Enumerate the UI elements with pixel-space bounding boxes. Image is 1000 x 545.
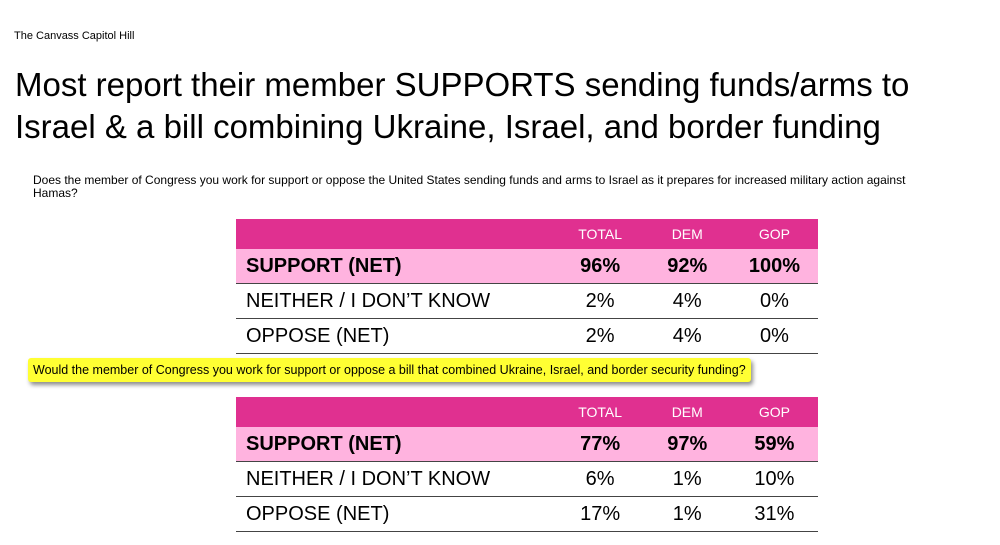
cell-gop: 10% xyxy=(730,461,818,497)
results-table-1: TOTAL DEM GOP SUPPORT (NET) 96% 92% 100%… xyxy=(236,219,818,354)
row-label: NEITHER / I DON’T KNOW xyxy=(236,283,557,319)
results-table-2: TOTAL DEM GOP SUPPORT (NET) 77% 97% 59% … xyxy=(236,397,818,532)
cell-dem: 97% xyxy=(643,427,731,462)
column-header-total: TOTAL xyxy=(556,219,644,249)
row-label: NEITHER / I DON’T KNOW xyxy=(236,461,557,497)
cell-dem: 1% xyxy=(643,461,731,497)
row-label: OPPOSE (NET) xyxy=(236,318,557,354)
cell-gop: 59% xyxy=(730,427,818,462)
table-row-neither: NEITHER / I DON’T KNOW 6% 1% 10% xyxy=(236,461,818,497)
table-header-row: TOTAL DEM GOP xyxy=(236,219,818,249)
table-row-support: SUPPORT (NET) 77% 97% 59% xyxy=(236,427,818,462)
column-header-dem: DEM xyxy=(643,397,731,427)
table-row-neither: NEITHER / I DON’T KNOW 2% 4% 0% xyxy=(236,283,818,319)
cell-dem: 92% xyxy=(643,249,731,284)
question-1: Does the member of Congress you work for… xyxy=(33,173,906,200)
column-header-gop: GOP xyxy=(730,219,818,249)
table-header-row: TOTAL DEM GOP xyxy=(236,397,818,427)
row-label: OPPOSE (NET) xyxy=(236,496,557,532)
cell-total: 6% xyxy=(556,461,644,497)
column-header-total: TOTAL xyxy=(556,397,644,427)
cell-total: 17% xyxy=(556,496,644,532)
brand-label: The Canvass Capitol Hill xyxy=(14,30,135,42)
cell-dem: 4% xyxy=(643,318,731,354)
cell-dem: 4% xyxy=(643,283,731,319)
cell-total: 2% xyxy=(556,283,644,319)
page-title: Most report their member SUPPORTS sendin… xyxy=(15,66,910,145)
header-blank xyxy=(236,219,557,249)
cell-gop: 0% xyxy=(730,283,818,319)
cell-gop: 0% xyxy=(730,318,818,354)
cell-total: 77% xyxy=(556,427,644,462)
row-label: SUPPORT (NET) xyxy=(236,427,557,462)
cell-total: 96% xyxy=(556,249,644,284)
table-row-support: SUPPORT (NET) 96% 92% 100% xyxy=(236,249,818,284)
cell-gop: 100% xyxy=(730,249,818,284)
column-header-dem: DEM xyxy=(643,219,731,249)
column-header-gop: GOP xyxy=(730,397,818,427)
cell-total: 2% xyxy=(556,318,644,354)
question-2: Would the member of Congress you work fo… xyxy=(28,358,751,382)
row-label: SUPPORT (NET) xyxy=(236,249,557,284)
cell-dem: 1% xyxy=(643,496,731,532)
cell-gop: 31% xyxy=(730,496,818,532)
header-blank xyxy=(236,397,557,427)
table-row-oppose: OPPOSE (NET) 17% 1% 31% xyxy=(236,496,818,532)
table-row-oppose: OPPOSE (NET) 2% 4% 0% xyxy=(236,318,818,354)
